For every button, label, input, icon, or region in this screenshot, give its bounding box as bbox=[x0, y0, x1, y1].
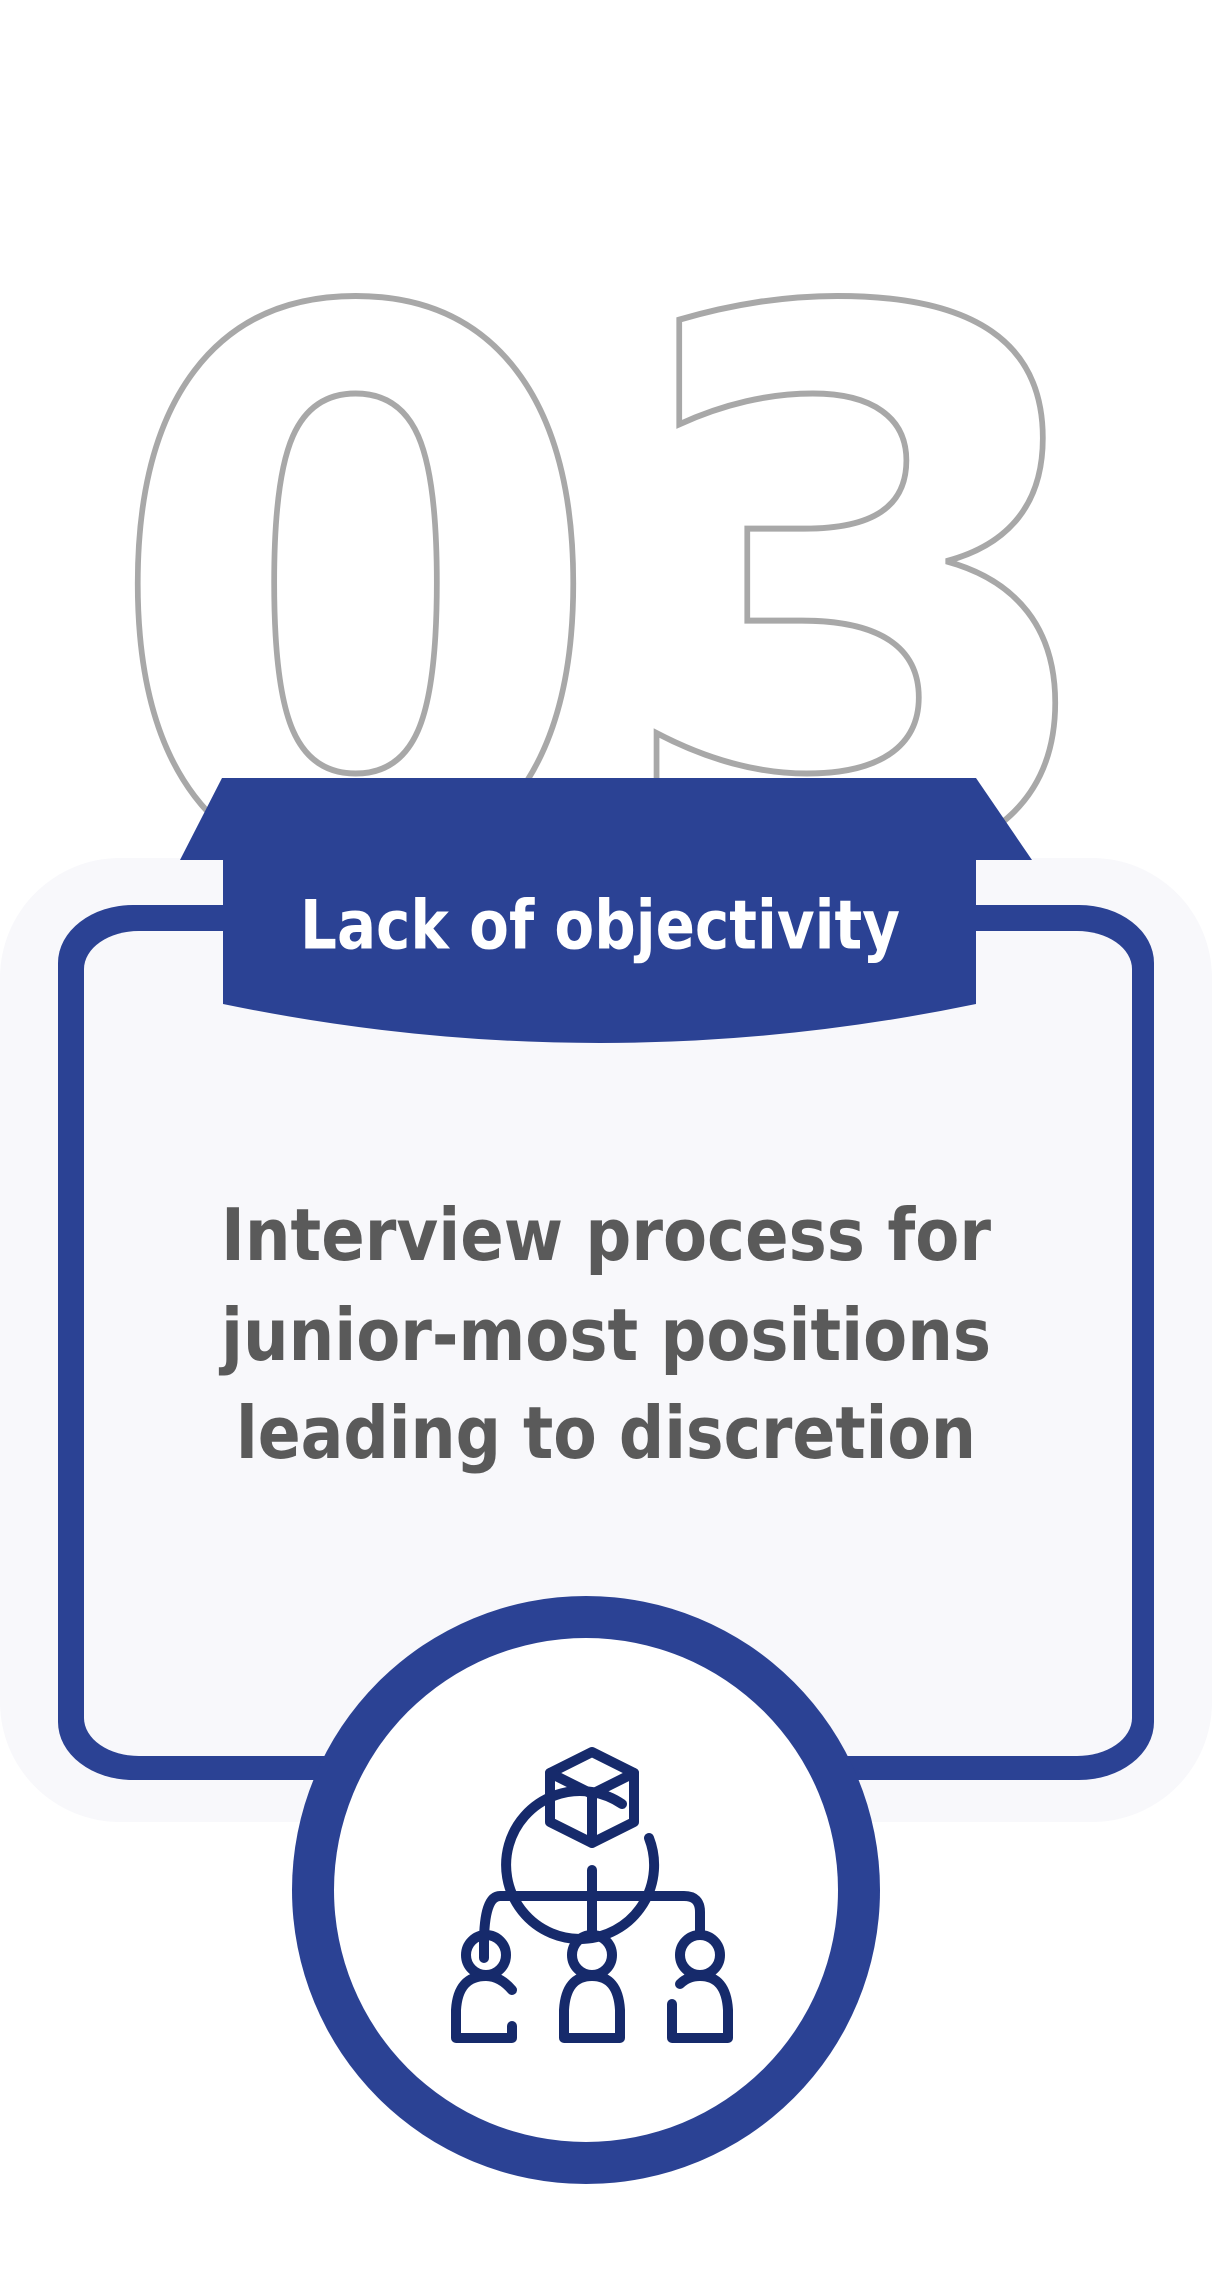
card-title: Lack of objectivity bbox=[300, 887, 900, 966]
title-banner bbox=[223, 858, 976, 1043]
description-line: Interview process for bbox=[221, 1193, 991, 1277]
description-line: junior-most positions bbox=[218, 1293, 991, 1377]
icon-badge bbox=[334, 1638, 838, 2142]
card-panel bbox=[84, 931, 1132, 1756]
description-line: leading to discretion bbox=[236, 1391, 976, 1475]
organization-hierarchy-icon bbox=[451, 1747, 733, 2043]
banner-top-tab bbox=[180, 778, 1032, 860]
